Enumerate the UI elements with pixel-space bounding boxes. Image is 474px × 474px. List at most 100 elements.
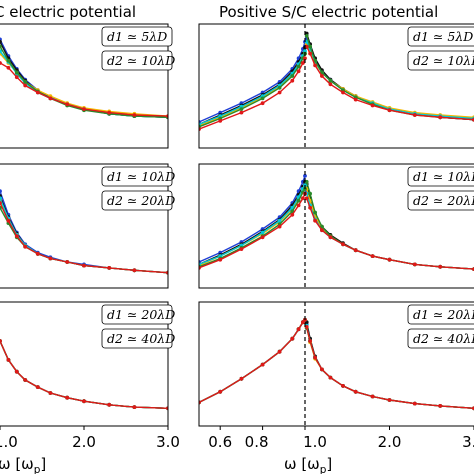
data-point bbox=[387, 108, 392, 113]
data-point bbox=[132, 268, 137, 273]
data-point bbox=[35, 90, 40, 95]
data-point bbox=[296, 198, 301, 203]
data-point bbox=[320, 74, 324, 78]
data-point bbox=[328, 235, 333, 240]
data-point bbox=[353, 389, 358, 394]
series-line-4 bbox=[0, 340, 168, 409]
series-group bbox=[199, 317, 474, 411]
panel-right-row-3 bbox=[198, 301, 474, 427]
panel-frame bbox=[0, 23, 169, 149]
data-point bbox=[107, 402, 112, 407]
panel-left-row-1 bbox=[0, 23, 169, 149]
data-point bbox=[0, 201, 2, 205]
series-line-1-low bbox=[199, 319, 306, 404]
data-point bbox=[239, 376, 244, 381]
distance-label: d2 ≃ 40λD bbox=[107, 331, 175, 346]
data-point bbox=[303, 174, 307, 178]
data-point bbox=[239, 247, 244, 252]
data-point bbox=[260, 362, 265, 367]
data-point bbox=[14, 369, 19, 374]
distance-label: d1 ≃ 10λD bbox=[413, 169, 474, 184]
data-point bbox=[35, 251, 40, 256]
series-line-2-low bbox=[199, 186, 306, 267]
label-group-left-row-3: d1 ≃ 20λD d2 ≃ 40λD bbox=[101, 304, 175, 349]
data-point bbox=[23, 83, 28, 88]
xtick-right: 0.8 bbox=[245, 433, 269, 451]
data-point bbox=[218, 119, 223, 123]
series-line-0-low bbox=[199, 41, 306, 123]
panel-left-row-2 bbox=[0, 163, 169, 289]
label-box bbox=[101, 190, 173, 211]
data-point bbox=[260, 235, 265, 240]
data-point bbox=[313, 210, 317, 215]
label-box bbox=[101, 304, 173, 325]
data-point bbox=[48, 256, 53, 261]
data-point bbox=[304, 325, 309, 329]
data-point bbox=[308, 339, 312, 343]
data-point bbox=[328, 375, 333, 380]
data-point bbox=[218, 257, 223, 262]
data-point bbox=[107, 110, 112, 115]
series-line-2-low bbox=[199, 319, 306, 404]
data-point bbox=[320, 224, 324, 229]
data-point bbox=[308, 205, 312, 210]
data-point bbox=[82, 399, 86, 404]
label-box bbox=[407, 26, 474, 47]
series-line-3 bbox=[0, 340, 168, 409]
data-point bbox=[48, 391, 53, 395]
distance-label: d2 ≃ 10λD bbox=[413, 53, 474, 68]
data-point bbox=[6, 58, 11, 63]
data-point bbox=[0, 339, 2, 343]
series-line-0 bbox=[0, 340, 168, 409]
data-point bbox=[132, 405, 137, 409]
distance-label: d1 ≃ 5λD bbox=[107, 29, 167, 44]
data-point bbox=[290, 74, 295, 78]
data-point bbox=[296, 327, 301, 332]
series-line-5 bbox=[0, 340, 168, 409]
data-point bbox=[218, 389, 223, 394]
data-point bbox=[65, 260, 70, 264]
xtick-left: 2.0 bbox=[72, 433, 96, 451]
distance-label: d1 ≃ 10λD bbox=[107, 169, 175, 184]
data-point bbox=[308, 191, 312, 196]
title-left: C electric potential bbox=[0, 3, 136, 21]
data-point bbox=[277, 349, 282, 354]
data-point bbox=[438, 115, 443, 120]
data-point bbox=[341, 242, 345, 247]
data-point bbox=[412, 262, 417, 267]
series-line-1 bbox=[0, 340, 168, 409]
series-group bbox=[0, 189, 168, 275]
data-point bbox=[23, 244, 28, 249]
series-group bbox=[199, 31, 474, 131]
data-point bbox=[290, 336, 295, 341]
data-point bbox=[308, 51, 312, 56]
series-line-5-high bbox=[306, 198, 474, 270]
label-group-left-row-2: d1 ≃ 10λD d2 ≃ 20λD bbox=[101, 166, 175, 211]
data-point bbox=[313, 355, 317, 360]
series-line-2 bbox=[0, 340, 168, 409]
data-point bbox=[387, 257, 392, 262]
series-line-1-low bbox=[199, 47, 306, 126]
label-box bbox=[101, 50, 173, 71]
label-box bbox=[101, 328, 173, 349]
xtick-right: 3.0 bbox=[462, 433, 474, 451]
data-point bbox=[277, 218, 282, 223]
data-point bbox=[304, 179, 309, 184]
panel-right-row-2 bbox=[198, 163, 474, 289]
panel-right-row-1 bbox=[198, 23, 474, 149]
data-point bbox=[82, 263, 86, 268]
label-group-left-row-1: d1 ≃ 5λD d2 ≃ 10λD bbox=[101, 26, 175, 71]
data-point bbox=[0, 39, 2, 44]
distance-label: d1 ≃ 5λD bbox=[413, 29, 473, 44]
data-point bbox=[308, 44, 312, 49]
data-point bbox=[313, 218, 317, 223]
series-line-4-low bbox=[199, 53, 306, 128]
panel-left-row-3 bbox=[0, 301, 169, 427]
title-right: Positive S/C electric potential bbox=[219, 3, 438, 21]
panel-frame bbox=[198, 23, 474, 149]
data-point bbox=[438, 264, 443, 269]
data-point bbox=[304, 34, 309, 38]
data-point bbox=[341, 384, 345, 388]
data-point bbox=[353, 248, 358, 253]
